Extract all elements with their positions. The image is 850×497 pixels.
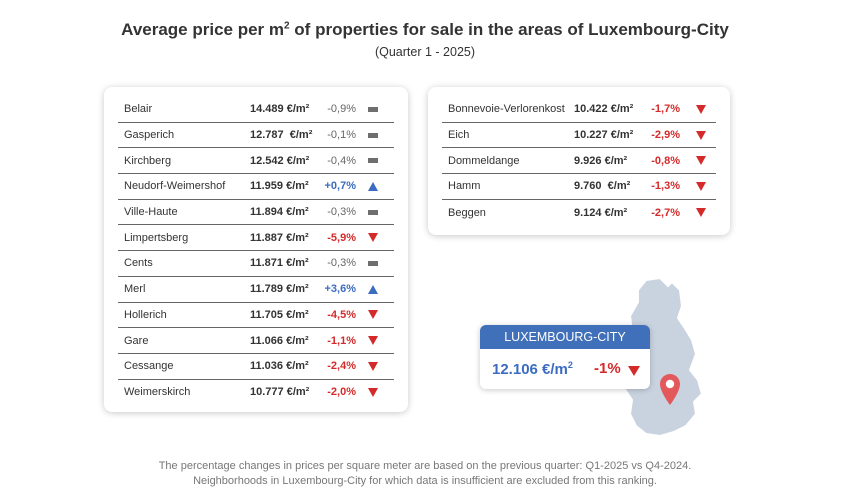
triangle-down-icon: [696, 181, 706, 191]
triangle-down-icon: [368, 336, 378, 346]
area-name: Bonnevoie-Verlorenkost: [448, 103, 565, 116]
area-price: 9.760 €/m²: [574, 180, 631, 193]
table-row: Cessange 11.036 €/m² -2,4%: [118, 354, 394, 380]
area-name: Beggen: [448, 206, 486, 219]
area-change: -2,9%: [651, 129, 680, 142]
area-change: -1,1%: [327, 334, 356, 347]
location-pin-icon: [660, 374, 680, 405]
area-price: 11.705 €/m²: [250, 308, 309, 321]
area-change: -1,7%: [651, 103, 680, 116]
triangle-down-icon: [696, 208, 706, 218]
area-price: 10.422 €/m²: [574, 103, 634, 116]
ranking-card-left: Belair 14.489 €/m² -0,9% Gasperich 12.787 €/…: [104, 87, 408, 412]
table-row: Hamm 9.760 €/m² -1,3%: [442, 174, 716, 200]
area-name: Eich: [448, 129, 470, 142]
area-change: +0,7%: [324, 180, 357, 193]
table-row: Gare 11.066 €/m² -1,1%: [118, 328, 394, 354]
table-row: Hollerich 11.705 €/m² -4,5%: [118, 303, 394, 329]
area-price: 11.066 €/m²: [250, 334, 309, 347]
triangle-down-icon: [696, 156, 706, 166]
area-change: -0,3%: [327, 206, 356, 219]
area-price: 11.036 €/m²: [250, 360, 309, 373]
area-change: -0,1%: [327, 129, 356, 142]
table-row: Eich 10.227 €/m² -2,9%: [442, 123, 716, 149]
area-price: 14.489 €/m²: [250, 103, 310, 116]
city-summary-card: LUXEMBOURG-CITY 12.106 €/m2 -1%: [480, 325, 650, 389]
city-price: 12.106 €/m2: [492, 360, 573, 378]
area-change: +3,6%: [324, 283, 357, 296]
footnote: The percentage changes in prices per squ…: [0, 459, 850, 489]
area-price: 9.926 €/m²: [574, 154, 628, 167]
area-name: Merl: [124, 283, 146, 296]
triangle-down-icon: [368, 233, 378, 243]
city-name: LUXEMBOURG-CITY: [480, 325, 650, 349]
dash-icon: [368, 104, 378, 114]
table-row: Kirchberg 12.542 €/m² -0,4%: [118, 148, 394, 175]
table-row: Cents 11.871 €/m² -0,3%: [118, 251, 394, 277]
table-row: Weimerskirch 10.777 €/m² -2,0%: [118, 380, 394, 406]
area-change: -4,5%: [327, 308, 356, 321]
area-price: 12.787 €/m²: [250, 129, 313, 142]
area-name: Dommeldange: [448, 154, 520, 167]
area-name: Kirchberg: [124, 154, 172, 167]
footnote-line-1: The percentage changes in prices per squ…: [158, 460, 692, 472]
ranking-card-right: Bonnevoie-Verlorenkost 10.422 €/m² -1,7% Ei…: [428, 87, 730, 235]
triangle-down-icon: [628, 366, 640, 376]
page-title: Average price per m2 of properties for s…: [121, 20, 729, 39]
table-row: Limpertsberg 11.887 €/m² -5,9%: [118, 225, 394, 252]
area-name: Hamm: [448, 180, 481, 193]
area-name: Neudorf-Weimershof: [124, 180, 226, 193]
triangle-down-icon: [368, 387, 378, 397]
area-price: 9.124 €/m²: [574, 206, 628, 219]
table-row: Gasperich 12.787 €/m² -0,1%: [118, 123, 394, 149]
area-change: -0,9%: [327, 103, 356, 116]
table-row: Ville-Haute 11.894 €/m² -0,3%: [118, 200, 394, 226]
dash-icon: [368, 130, 378, 140]
area-name: Limpertsberg: [124, 231, 189, 244]
area-name: Cessange: [124, 360, 174, 373]
table-row: Neudorf-Weimershof 11.959 €/m² +0,7%: [118, 174, 394, 200]
area-change: -2,0%: [327, 386, 356, 399]
area-name: Cents: [124, 257, 153, 270]
area-name: Belair: [124, 103, 153, 116]
dash-icon: [368, 258, 378, 268]
triangle-down-icon: [696, 130, 706, 140]
area-price: 11.871 €/m²: [250, 257, 309, 270]
triangle-up-icon: [368, 284, 378, 294]
dash-icon: [368, 207, 378, 217]
dash-icon: [368, 156, 378, 166]
triangle-up-icon: [368, 181, 378, 191]
area-price: 11.789 €/m²: [250, 283, 309, 296]
area-price: 11.887 €/m²: [250, 231, 309, 244]
table-row: Merl 11.789 €/m² +3,6%: [118, 277, 394, 303]
table-row: Dommeldange 9.926 €/m² -0,8%: [442, 148, 716, 175]
area-change: -1,3%: [651, 180, 680, 193]
area-change: -0,8%: [651, 154, 680, 167]
table-row: Bonnevoie-Verlorenkost 10.422 €/m² -1,7%: [442, 97, 716, 123]
area-name: Weimerskirch: [124, 386, 191, 399]
table-row: Beggen 9.124 €/m² -2,7%: [442, 200, 716, 226]
area-price: 10.777 €/m²: [250, 386, 310, 399]
triangle-down-icon: [368, 310, 378, 320]
city-change: -1%: [594, 360, 621, 377]
area-change: -5,9%: [327, 231, 356, 244]
area-change: -2,7%: [651, 206, 680, 219]
area-name: Hollerich: [124, 308, 167, 321]
table-row: Belair 14.489 €/m² -0,9%: [118, 97, 394, 123]
triangle-down-icon: [696, 104, 706, 114]
area-change: -0,4%: [327, 154, 356, 167]
area-price: 10.227 €/m²: [574, 129, 634, 142]
area-name: Gasperich: [124, 129, 175, 142]
area-name: Ville-Haute: [124, 206, 178, 219]
area-change: -2,4%: [327, 360, 356, 373]
area-price: 12.542 €/m²: [250, 154, 310, 167]
triangle-down-icon: [368, 361, 378, 371]
page-subtitle: (Quarter 1 - 2025): [374, 45, 476, 59]
area-price: 11.894 €/m²: [250, 206, 309, 219]
area-change: -0,3%: [327, 257, 356, 270]
area-name: Gare: [124, 334, 149, 347]
area-price: 11.959 €/m²: [250, 180, 309, 193]
footnote-line-2: Neighborhoods in Luxembourg-City for whi…: [193, 475, 657, 487]
